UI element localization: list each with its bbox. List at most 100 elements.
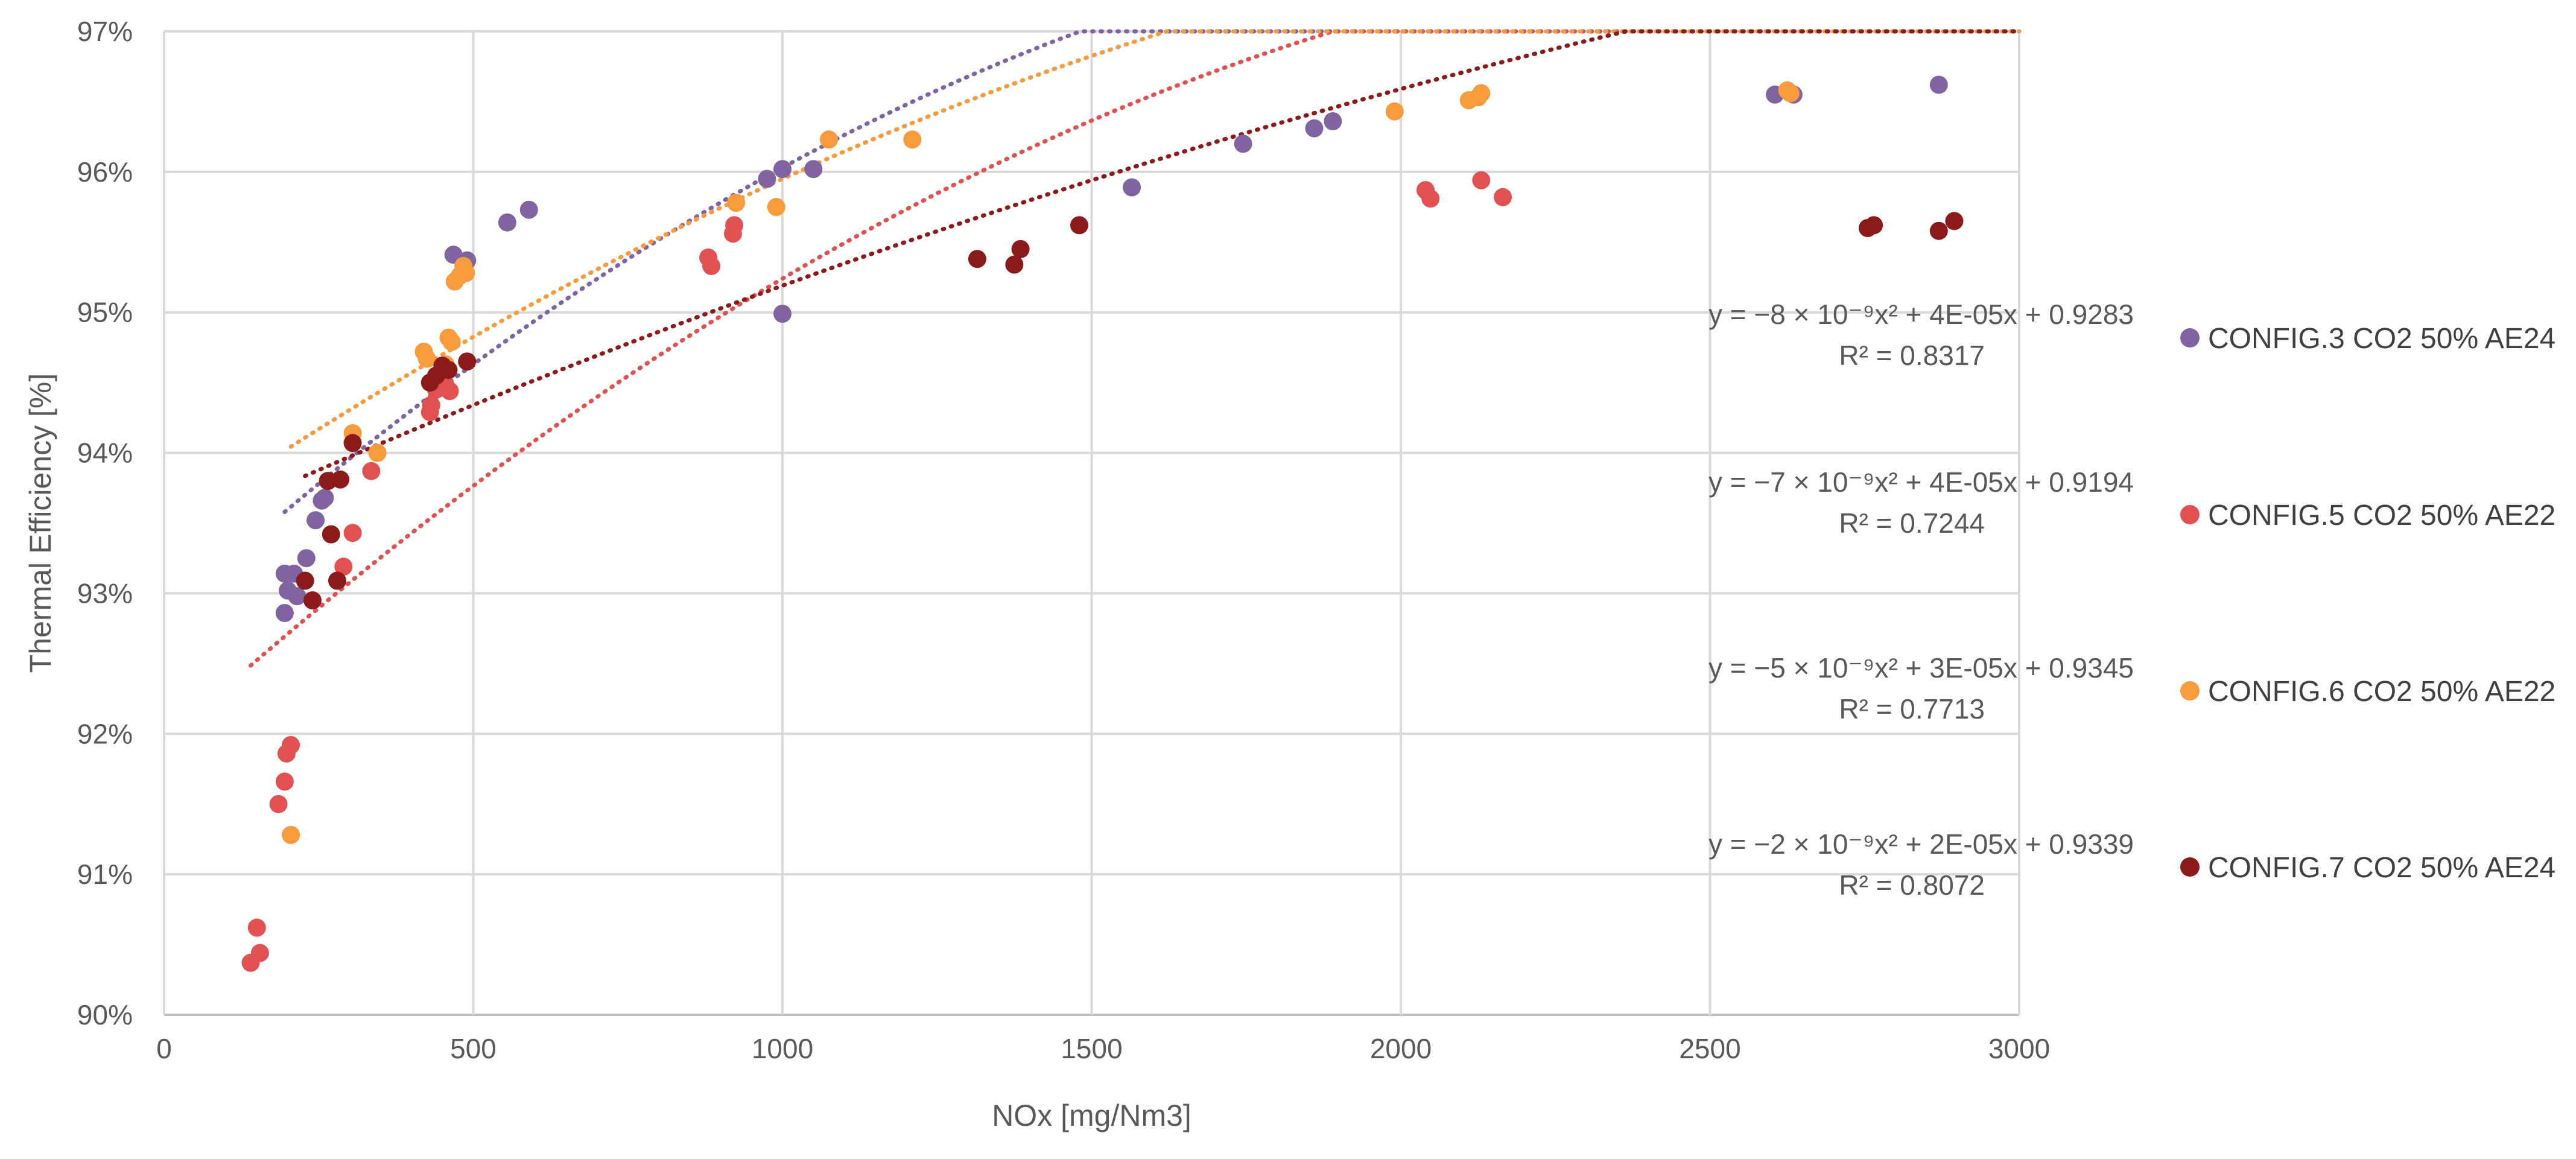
data-point-series-3 [819,130,838,149]
data-point-series-4 [331,470,350,489]
trendline-r2: R² = 0.8072 [1839,869,1985,901]
data-point-series-1 [316,489,334,507]
data-point-series-1 [773,160,792,179]
data-point-series-2 [1421,189,1440,208]
trendline-equation: y = −7 × 10⁻⁹x² + 4E-05x + 0.9194 [1708,466,2134,498]
data-point-series-2 [440,382,459,401]
data-point-series-1 [804,160,823,179]
legend-label: CONFIG.7 CO2 50% AE24 [2208,852,2555,884]
trendline-r2: R² = 0.8317 [1839,340,1985,371]
trendline-r2: R² = 0.7244 [1839,507,1985,539]
y-tick-label: 96% [77,156,133,188]
data-point-series-1 [1123,178,1141,197]
trendline-series-2 [249,29,2022,668]
legend-label: CONFIG.3 CO2 50% AE24 [2208,323,2555,355]
data-point-series-2 [334,557,353,576]
data-point-series-1 [498,213,516,232]
data-point-series-3 [1472,84,1491,103]
data-point-series-4 [1929,221,1948,240]
data-points [241,75,1964,972]
data-point-series-3 [903,130,922,149]
data-point-series-2 [343,524,362,542]
x-tick-label: 1000 [752,1033,813,1064]
y-tick-label: 90% [77,999,133,1030]
trendlines [249,29,2022,668]
data-point-series-2 [702,256,721,275]
trendline-series-4 [303,29,2022,478]
grid [163,30,2020,1016]
data-point-series-2 [250,944,269,962]
data-point-series-1 [306,511,325,530]
data-point-series-4 [1011,240,1030,258]
data-point-series-3 [368,443,387,462]
data-point-series-4 [328,571,346,590]
data-point-series-2 [1494,188,1512,206]
data-point-series-1 [1324,112,1342,130]
y-tick-label: 97% [77,16,133,47]
data-point-series-2 [362,462,381,480]
tick-labels: 90% 91% 92% 93% 94% 95% 96% 97% 0 500 1000 1500 2000… [77,16,2050,1064]
data-point-series-2 [725,216,744,235]
data-point-series-2 [282,735,300,754]
data-point-series-4 [343,434,362,452]
data-point-series-4 [458,352,477,371]
legend-marker [2180,681,2200,700]
legend-marker [2180,857,2200,877]
data-point-series-4 [1070,216,1088,235]
data-point-series-3 [442,332,461,351]
data-point-series-1 [1929,75,1948,94]
data-point-series-3 [767,198,785,217]
data-point-series-3 [457,264,475,282]
data-point-series-4 [296,571,314,590]
data-point-series-4 [439,361,458,379]
legend-label: CONFIG.6 CO2 50% AE22 [2208,676,2555,708]
trendline-r2: R² = 0.7713 [1839,693,1985,725]
data-point-series-1 [519,200,538,219]
trendline-equation: y = −8 × 10⁻⁹x² + 4E-05x + 0.9283 [1708,299,2134,330]
data-point-series-3 [727,194,746,212]
data-point-series-1 [1234,135,1252,153]
x-tick-label: 2000 [1370,1033,1432,1064]
data-point-series-3 [282,825,300,844]
data-point-series-2 [1472,171,1491,189]
data-point-series-4 [968,250,986,268]
y-tick-label: 91% [77,859,133,890]
data-point-series-3 [1385,102,1404,121]
data-point-series-4 [1945,212,1964,230]
data-point-series-4 [1865,216,1883,235]
data-point-series-2 [275,772,294,791]
data-point-series-4 [1005,255,1024,274]
legend-label: CONFIG.5 CO2 50% AE22 [2208,500,2555,532]
data-point-series-1 [773,305,792,323]
y-tick-label: 92% [77,718,133,749]
trendline-equation: y = −2 × 10⁻⁹x² + 2E-05x + 0.9339 [1708,828,2134,860]
data-point-series-1 [275,604,294,622]
y-tick-label: 94% [77,437,133,469]
data-point-series-1 [288,587,306,606]
data-point-series-4 [303,591,322,610]
x-tick-label: 2500 [1679,1033,1740,1064]
data-point-series-4 [322,525,340,544]
x-axis-title: NOx [mg/Nm3] [992,1099,1191,1132]
data-point-series-1 [758,170,776,188]
data-point-series-3 [1781,84,1800,103]
trendline-series-3 [288,29,2022,449]
trendline-series-1 [282,29,2022,514]
data-point-series-1 [1305,119,1324,138]
x-tick-label: 0 [156,1033,172,1064]
trendline-equations: y = −8 × 10⁻⁹x² + 4E-05x + 0.9283 R² = 0.… [1708,299,2134,901]
data-point-series-2 [269,795,288,813]
legend-marker [2180,505,2200,524]
x-tick-label: 1500 [1061,1033,1122,1064]
x-tick-label: 3000 [1988,1033,2050,1064]
y-axis-title: Thermal Efficiency [%] [24,373,57,673]
data-point-series-1 [297,549,316,568]
x-tick-label: 500 [450,1033,496,1064]
data-point-series-2 [422,396,440,414]
data-point-series-3 [417,349,436,368]
legend: CONFIG.3 CO2 50% AE24 CONFIG.5 CO2 50% AE… [2180,323,2555,884]
y-tick-label: 93% [77,577,133,609]
data-point-series-2 [247,918,266,937]
legend-marker [2180,328,2200,348]
